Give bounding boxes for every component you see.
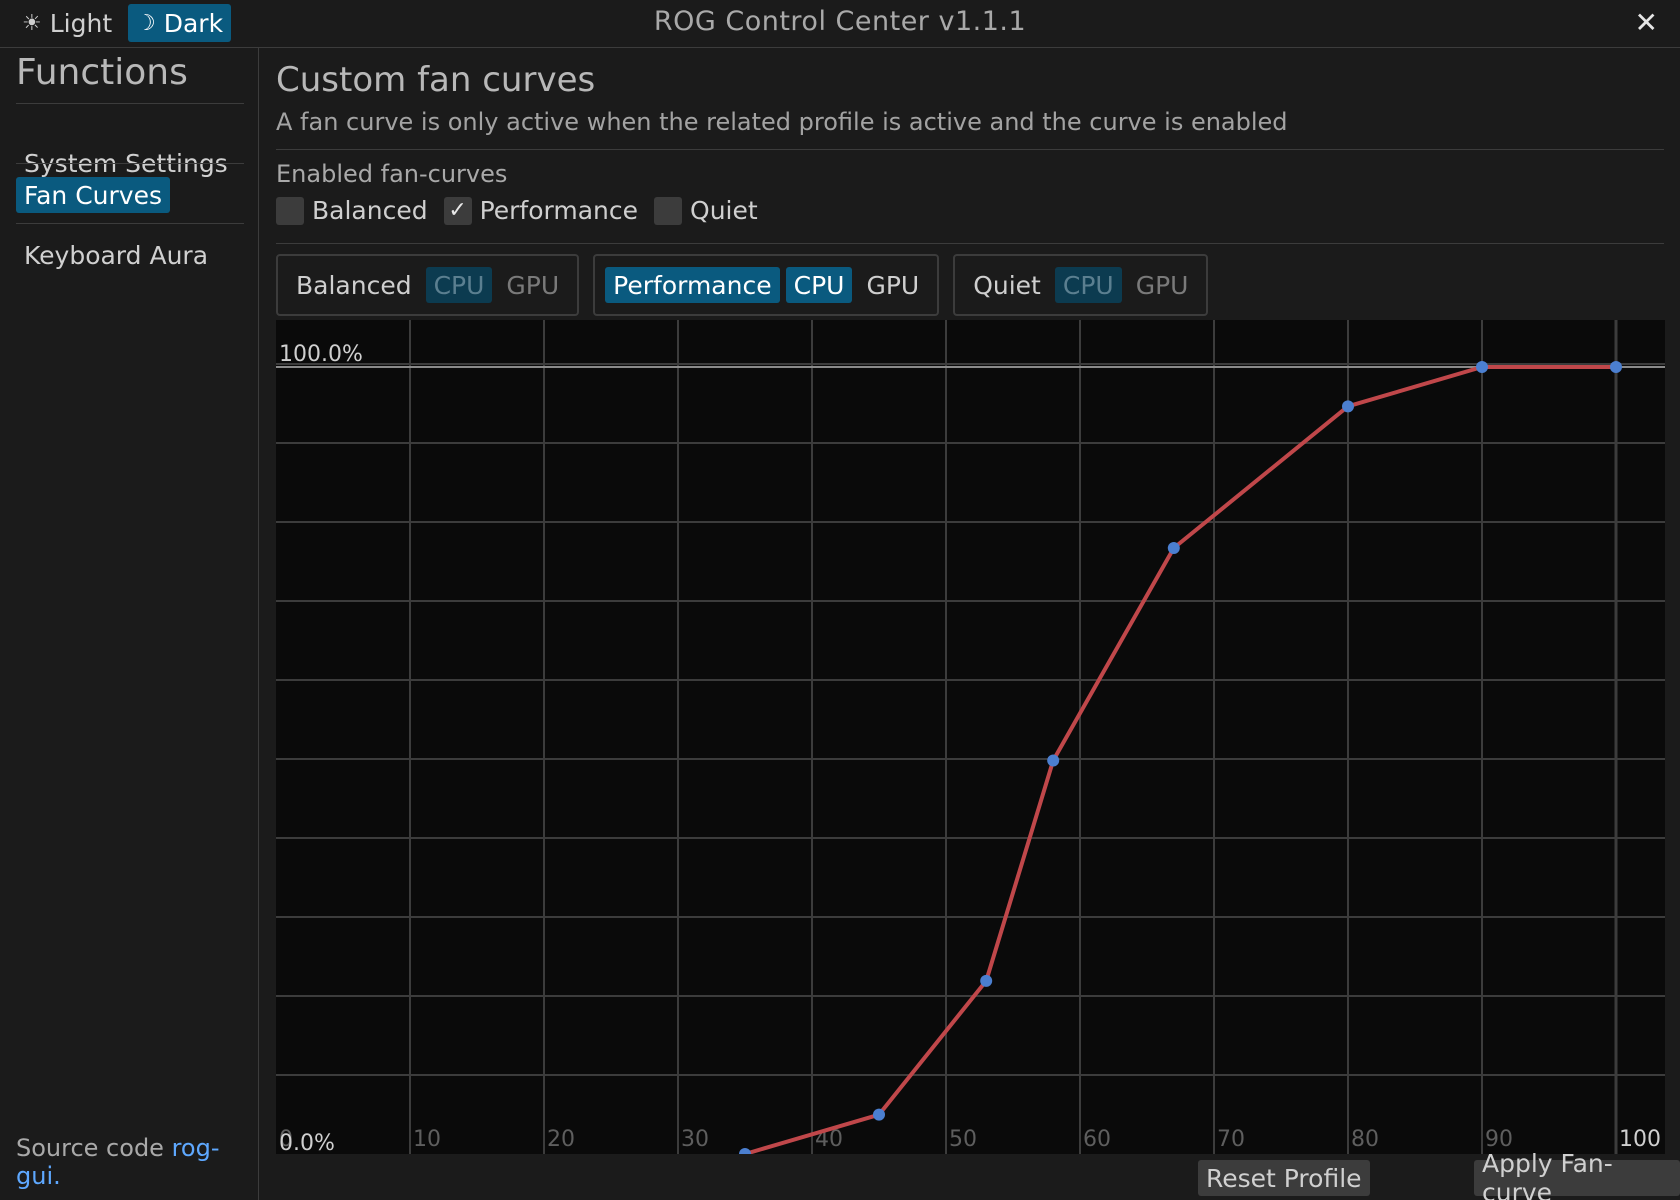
- x-tick-label: 70: [1217, 1127, 1245, 1152]
- performance-checkbox[interactable]: ✓ Performance: [443, 196, 639, 225]
- profile-selector: Balanced CPU GPU Performance CPU GPU Qui…: [276, 254, 1209, 316]
- divider: [16, 163, 244, 164]
- x-tick-label: 60: [1083, 1127, 1111, 1152]
- curve-point[interactable]: [1476, 361, 1488, 373]
- reset-profile-button[interactable]: Reset Profile: [1198, 1160, 1370, 1196]
- divider: [276, 149, 1664, 150]
- light-theme-button[interactable]: ☀ Light: [14, 4, 120, 42]
- moon-icon: ☽: [136, 10, 156, 36]
- curve-point[interactable]: [739, 1148, 751, 1154]
- performance-gpu-button[interactable]: GPU: [866, 270, 920, 300]
- sun-icon: ☀: [22, 10, 42, 36]
- y-axis-max-label: 100.0%: [279, 342, 363, 367]
- profile-group-balanced: Balanced CPU GPU: [276, 254, 580, 316]
- checkbox-label: Performance: [479, 196, 639, 225]
- window-title: ROG Control Center v1.1.1: [653, 6, 1027, 37]
- curve-point[interactable]: [1610, 361, 1622, 373]
- source-code-prefix: Source code: [16, 1134, 172, 1162]
- profile-balanced-button[interactable]: Balanced: [296, 270, 412, 300]
- sidebar-heading: Functions: [16, 52, 188, 93]
- curve-point[interactable]: [873, 1108, 885, 1121]
- enabled-fan-curves-label: Enabled fan-curves: [276, 160, 508, 188]
- sidebar: Functions System Settings Fan Curves Key…: [0, 48, 259, 1200]
- page-description: A fan curve is only active when the rela…: [276, 108, 1288, 136]
- source-code-link[interactable]: rog-gui.: [16, 1134, 220, 1190]
- quiet-cpu-button[interactable]: CPU: [1054, 267, 1122, 303]
- title-bar: ☀ Light ☽ Dark ROG Control Center v1.1.1…: [0, 0, 1680, 48]
- checkbox-box: [654, 196, 683, 225]
- checkbox-label: Quiet: [690, 196, 758, 225]
- profile-performance-button[interactable]: Performance: [605, 267, 780, 303]
- x-tick-label: 10: [413, 1127, 441, 1152]
- curve-point[interactable]: [1167, 542, 1180, 555]
- main-panel: Custom fan curves A fan curve is only ac…: [260, 48, 1680, 1200]
- sidebar-item-keyboard-aura[interactable]: Keyboard Aura: [24, 240, 209, 270]
- x-tick-label: 50: [949, 1127, 977, 1152]
- page-title: Custom fan curves: [276, 60, 596, 100]
- divider: [16, 223, 244, 224]
- curve-point[interactable]: [1342, 400, 1354, 413]
- profile-quiet-button[interactable]: Quiet: [973, 270, 1041, 300]
- balanced-cpu-button[interactable]: CPU: [425, 267, 493, 303]
- curve-point[interactable]: [1047, 754, 1060, 767]
- x-tick-label: 100: [1619, 1127, 1661, 1152]
- quiet-checkbox[interactable]: Quiet: [654, 196, 758, 225]
- enabled-curves-checkboxes: Balanced ✓ Performance Quiet: [276, 196, 774, 225]
- checkbox-label: Balanced: [312, 196, 428, 225]
- fan-curve-chart[interactable]: 0 10 20 30 40 50 60 70 80 90 100 100.0% 0.0%: [276, 320, 1665, 1154]
- curve-point[interactable]: [980, 974, 993, 987]
- source-code-note: Source code rog-gui.: [16, 1134, 258, 1190]
- light-theme-label: Light: [49, 8, 113, 38]
- balanced-checkbox[interactable]: Balanced: [276, 196, 428, 225]
- x-tick-label: 0: [279, 1127, 293, 1152]
- x-tick-label: 90: [1485, 1127, 1513, 1152]
- divider: [276, 243, 1664, 244]
- balanced-gpu-button[interactable]: GPU: [506, 270, 560, 300]
- divider: [16, 103, 244, 104]
- x-tick-label: 80: [1351, 1127, 1379, 1152]
- x-tick-label: 30: [681, 1127, 709, 1152]
- x-tick-label: 20: [547, 1127, 575, 1152]
- performance-cpu-button[interactable]: CPU: [785, 267, 853, 303]
- checkbox-box: [276, 196, 304, 225]
- y-axis-min-label: 0.0%: [279, 1131, 335, 1154]
- apply-fan-curve-button[interactable]: Apply Fan-curve: [1474, 1149, 1680, 1200]
- fan-curve-line: [744, 365, 1616, 1154]
- profile-group-quiet: Quiet CPU GPU: [953, 254, 1209, 316]
- dark-theme-button[interactable]: ☽ Dark: [128, 4, 232, 42]
- profile-group-performance: Performance CPU GPU: [593, 254, 940, 316]
- sidebar-item-fan-curves[interactable]: Fan Curves: [16, 177, 170, 213]
- quiet-gpu-button[interactable]: GPU: [1135, 270, 1189, 300]
- dark-theme-label: Dark: [163, 8, 224, 38]
- checkmark-icon: ✓: [443, 196, 472, 225]
- close-icon[interactable]: ✕: [1634, 6, 1658, 39]
